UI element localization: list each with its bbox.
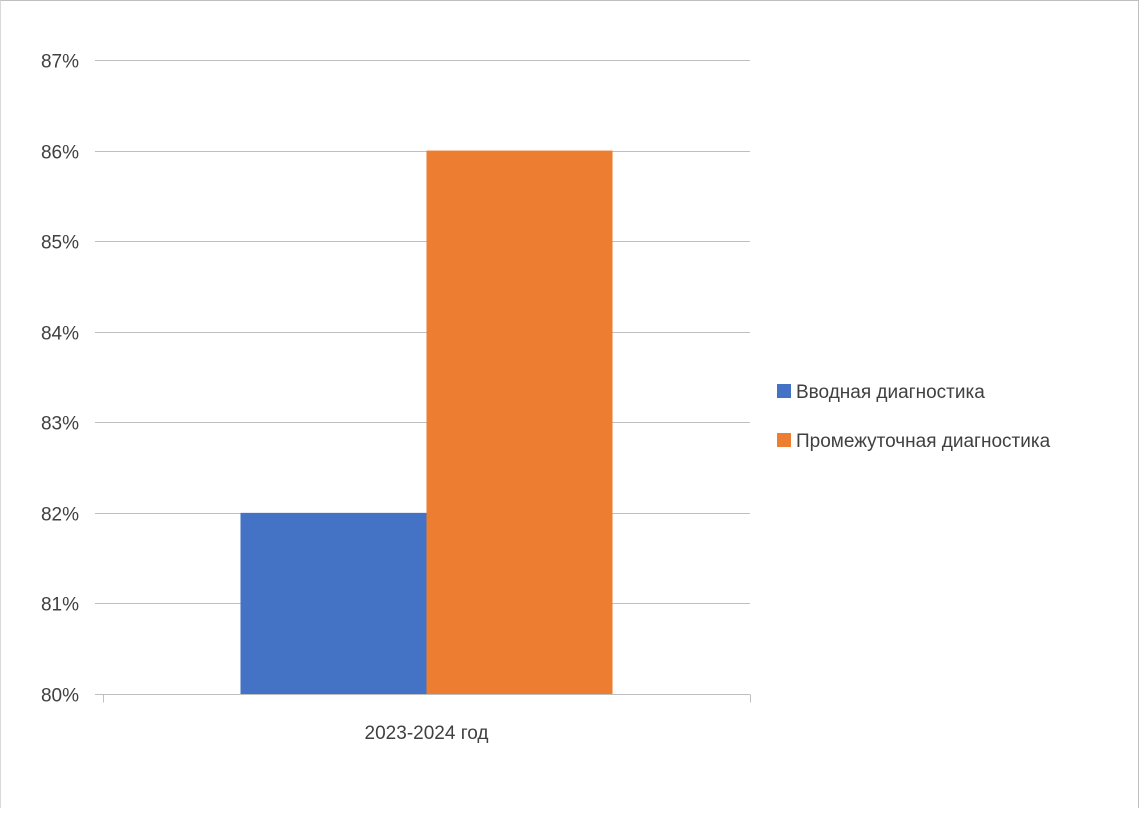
y-tick-label: 85% (41, 233, 79, 254)
gridlines (95, 60, 750, 604)
y-tick-label: 87% (41, 52, 79, 73)
x-axis (95, 694, 751, 703)
x-tick-label: 2023-2024 год (365, 723, 489, 744)
legend-label: Вводная диагностика (796, 382, 985, 403)
y-tick-label: 81% (41, 595, 79, 616)
y-tick-label: 86% (41, 143, 79, 164)
bar-promezhutochnaya (426, 150, 613, 695)
x-axis-ticks: 2023-2024 год (365, 723, 489, 744)
legend-swatch (777, 433, 791, 447)
legend-label: Промежуточная диагностика (796, 431, 1051, 452)
y-tick-label: 80% (41, 686, 79, 707)
legend-swatch (777, 384, 791, 398)
y-tick-label: 84% (41, 324, 79, 345)
y-axis-ticks: 80% 81% 82% 83% 84% 85% 86% 87% (41, 52, 79, 707)
y-tick-label: 82% (41, 505, 79, 526)
legend: Вводная диагностика Промежуточная диагнос… (777, 382, 1051, 452)
bar-vvodnaya (240, 512, 427, 694)
y-tick-label: 83% (41, 414, 79, 435)
bars (240, 150, 613, 695)
